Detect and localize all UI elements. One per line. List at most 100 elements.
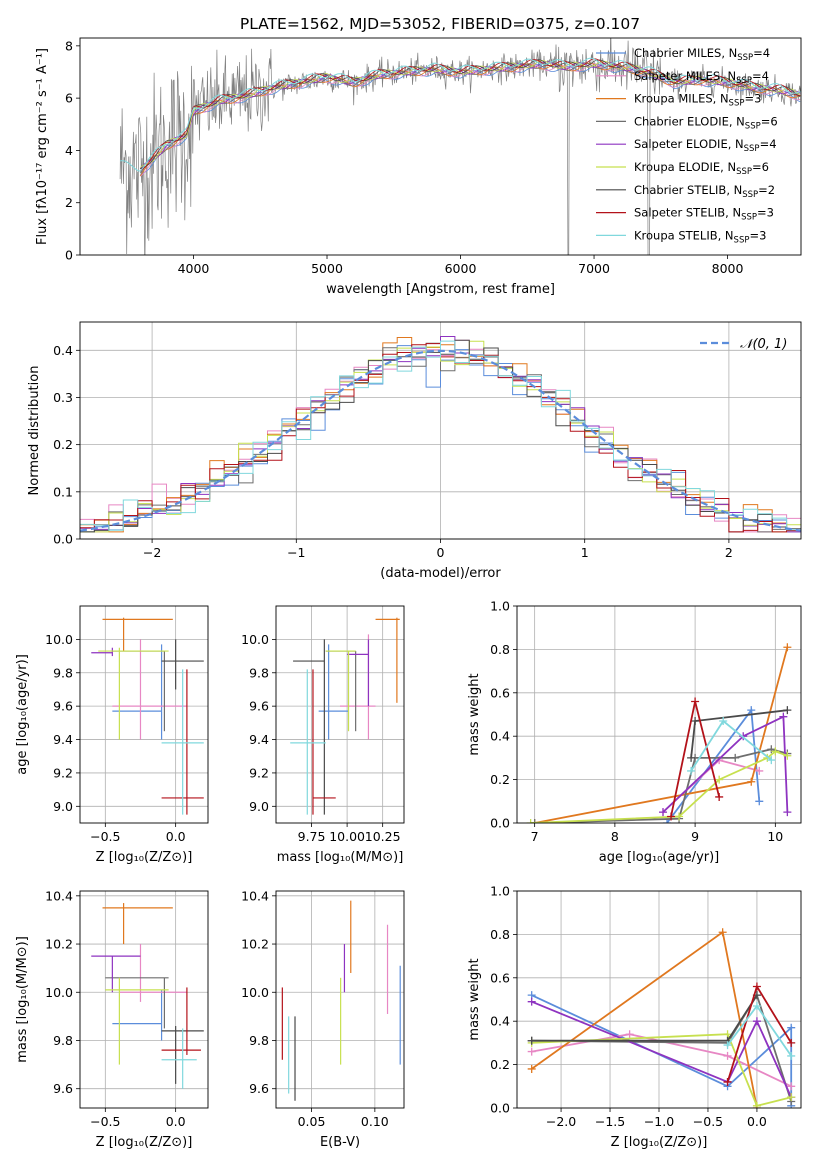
y-tick-label: 0.0 [490,816,510,831]
y-tick-label: 0.2 [490,1057,510,1072]
marker-salpeter-stelib [787,1038,796,1047]
y-tick-label: 0.6 [490,685,510,700]
y-axis-label: mass weight [467,673,482,755]
chart-title: PLATE=1562, MJD=53052, FIBERID=0375, z=0… [240,15,640,33]
marker-kroupa-elodie [526,819,535,823]
line-salpeter-elodie [531,1000,793,1098]
x-tick-label: 10.25 [365,829,401,844]
spectrum-axes: 4000 5000 6000 7000 8000 0 2 4 6 8 wavelength [Ang… [35,38,744,297]
age-vs-mass-frame [275,605,405,824]
y-tick-label: 9.6 [249,1081,269,1096]
x-tick-label: −0.5 [693,1114,723,1129]
x-tick-label: −0.5 [90,1114,120,1129]
x-axis-label: Z [log₁₀(Z/Z⊙)] [96,1135,193,1150]
y-tick-label: 0.0 [53,532,73,547]
age-vs-metallicity-axes: −0.5 0.0 9.0 9.2 9.4 9.6 9.8 10.0 Z [log₁₀(Z/Z⊙)… [15,606,208,865]
series-kroupa-stelib [687,717,776,775]
errorbar-chabrier-miles [318,644,349,740]
marker-salpeter-stelib [723,1077,732,1086]
errorbar-salpeter-elodie [91,955,141,993]
errorbar-salpeter-elodie [91,647,113,657]
residuals-axes: −2 −1 0 1 2 0.0 0.1 0.2 0.3 0.4 (data-model)/error… [27,322,801,581]
x-tick-label: −2.0 [546,1114,576,1129]
y-tick-label: 10.2 [45,937,73,952]
legend-label-salpeter-elodie: Salpeter ELODIE, NSSP=4 [634,137,777,154]
y-tick-label: 10.0 [241,632,269,647]
y-tick-label: 9.6 [249,699,269,714]
marker-salpeter-stelib [752,982,761,991]
series-kroupa-miles [527,928,761,1108]
marker-kroupa-elodie [715,775,724,784]
legend-label-kroupa-stelib: Kroupa STELIB, NSSP=3 [634,228,766,245]
marker-kroupa-elodie [783,751,792,760]
residuals-frame [79,321,802,540]
marker-salpeter-elodie [659,808,668,817]
spectrum-frame [79,37,802,256]
marker-salpeter-stelib [667,812,676,821]
y-tick-label: 9.4 [249,732,269,747]
y-tick-label: 6 [65,91,73,106]
errorbar-salpeter-miles [119,944,187,1002]
series-chabrier-stelib [687,706,792,762]
x-tick-label: 1 [581,545,589,560]
line-chabrier-elodie [534,748,788,823]
model-kroupa-elodie-line [139,59,801,168]
y-tick-label: 10.0 [45,632,73,647]
y-tick-label: 0.2 [490,772,510,787]
x-tick-label: 0.0 [166,829,186,844]
y-tick-label: 10.4 [45,888,73,903]
histogram-chabrier-elodie [80,342,801,533]
series-kroupa-stelib [723,1002,796,1060]
mass-vs-extinction-axes: 0.05 0.10 9.6 9.8 10.0 10.2 10.4 E(B-V) [241,888,404,1150]
legend-label-salpeter-miles: Salpeter MILES, NSSP=4 [634,69,769,86]
legend-label-chabrier-elodie: Chabrier ELODIE, NSSP=6 [634,114,778,131]
y-tick-label: 0 [65,248,73,263]
y-axis-label: Flux [fλ10⁻¹⁷ erg cm⁻² s⁻¹ A⁻¹] [35,48,50,245]
normal-distribution-line [79,349,802,532]
x-axis-label: age [log₁₀(age/yr)] [599,850,720,865]
errorbar-salpeter-miles [340,634,376,740]
line-salpeter-elodie [662,715,789,813]
errorbar-chabrier-miles [112,989,163,1041]
errorbar-kroupa-stelib [161,669,204,815]
y-tick-label: 0.2 [53,437,73,452]
x-tick-label: 0.0 [166,1114,186,1129]
series-kroupa-elodie [526,747,792,823]
marker-chabrier-miles [755,797,764,806]
errorbar-kroupa-elodie [325,650,356,732]
x-tick-label: −1.0 [644,1114,674,1129]
line-kroupa-miles [531,930,758,1108]
y-tick-label: 0.4 [53,343,73,358]
marker-kroupa-stelib [723,1041,732,1050]
marker-salpeter-miles [755,766,764,775]
mass-weight-vs-age-axes: 7 8 9 10 0.0 0.2 0.4 0.6 0.8 1.0 age [log₁₀(age/yr… [467,599,801,865]
marker-kroupa-stelib [687,766,696,775]
marker-salpeter-miles [723,1051,732,1060]
marker-kroupa-miles [718,928,727,937]
x-axis-label: Z [log₁₀(Z/Z⊙)] [96,850,193,865]
x-tick-label: 0.05 [298,1114,326,1129]
marker-kroupa-miles [783,643,792,652]
errorbar-chabrier-elodie [325,650,357,732]
legend-label-kroupa-miles: Kroupa MILES, NSSP=3 [634,92,761,109]
x-tick-label: 7 [531,829,539,844]
x-tick-label: 8000 [712,261,744,276]
mass-vs-extinction-frame [275,890,405,1109]
y-tick-label: 4 [65,143,73,158]
y-tick-label: 0.8 [490,642,510,657]
errorbar-kroupa-miles [102,617,173,652]
errorbar-salpeter-stelib [312,669,336,815]
x-tick-label: −2 [143,545,161,560]
model-salpeter-miles-line [139,62,801,177]
errorbar-salpeter-miles [112,639,187,740]
marker-salpeter-miles [625,1030,634,1039]
y-tick-label: 8 [65,38,73,53]
legend-label-kroupa-elodie: Kroupa ELODIE, NSSP=6 [634,160,769,177]
marker-chabrier-elodie [767,745,776,754]
line-kroupa-elodie [530,750,788,823]
marker-chabrier-elodie [530,819,539,823]
y-tick-label: 9.6 [53,1081,73,1096]
histogram-kroupa-stelib [80,340,801,531]
errorbar-chabrier-elodie [105,977,169,1029]
y-tick-label: 9.2 [53,765,73,780]
